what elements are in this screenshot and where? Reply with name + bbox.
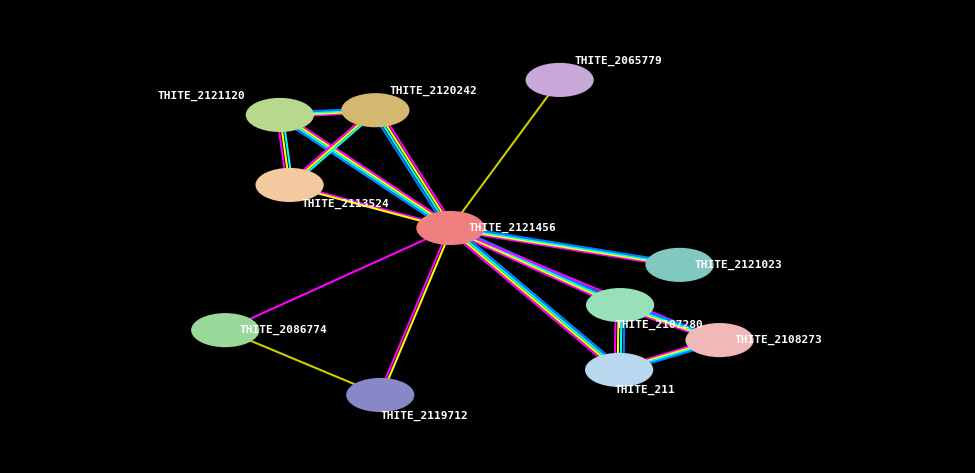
Ellipse shape xyxy=(255,168,324,202)
Ellipse shape xyxy=(416,211,485,245)
Text: THITE_2121456: THITE_2121456 xyxy=(468,223,556,233)
Text: THITE_2121120: THITE_2121120 xyxy=(158,91,246,101)
Ellipse shape xyxy=(685,323,754,357)
Text: THITE_2086774: THITE_2086774 xyxy=(240,325,328,335)
Ellipse shape xyxy=(586,288,654,322)
Ellipse shape xyxy=(645,248,714,282)
Text: THITE_2119712: THITE_2119712 xyxy=(380,411,468,421)
Ellipse shape xyxy=(585,353,653,387)
Ellipse shape xyxy=(246,98,314,132)
Ellipse shape xyxy=(526,63,594,97)
Ellipse shape xyxy=(346,378,414,412)
Text: THITE_2113524: THITE_2113524 xyxy=(301,199,389,209)
Text: THITE_2108273: THITE_2108273 xyxy=(734,335,822,345)
Ellipse shape xyxy=(191,313,259,347)
Text: THITE_2121023: THITE_2121023 xyxy=(694,260,782,270)
Text: THITE_2065779: THITE_2065779 xyxy=(574,56,662,66)
Text: THITE_211: THITE_211 xyxy=(614,385,675,395)
Text: THITE_2120242: THITE_2120242 xyxy=(389,86,477,96)
Ellipse shape xyxy=(341,93,410,127)
Text: THITE_2107280: THITE_2107280 xyxy=(615,320,703,330)
